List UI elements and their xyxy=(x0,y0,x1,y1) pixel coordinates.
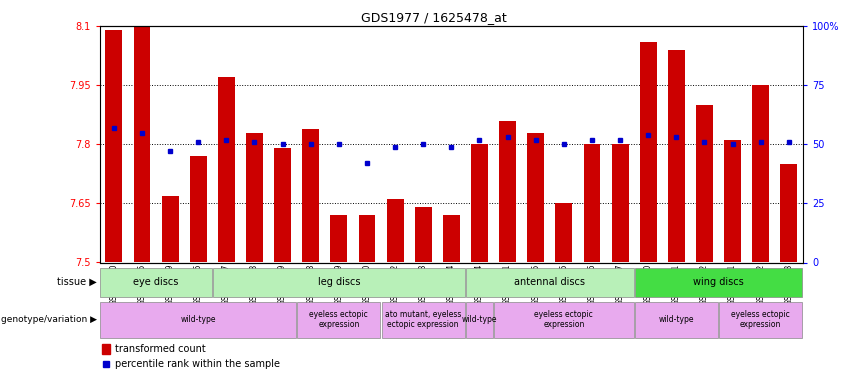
Text: wild-type: wild-type xyxy=(181,315,216,324)
Bar xyxy=(358,215,376,262)
Bar xyxy=(246,132,263,262)
Bar xyxy=(134,26,150,262)
Bar xyxy=(780,164,798,262)
Bar xyxy=(527,132,544,262)
Bar xyxy=(612,144,628,262)
Bar xyxy=(302,129,319,262)
Bar xyxy=(331,215,347,262)
FancyBboxPatch shape xyxy=(382,302,465,338)
Bar xyxy=(583,144,601,262)
FancyBboxPatch shape xyxy=(635,268,802,297)
Bar xyxy=(274,148,291,262)
Text: eyeless ectopic
expression: eyeless ectopic expression xyxy=(310,310,368,329)
Bar xyxy=(443,215,460,262)
Bar xyxy=(640,42,657,262)
Text: tissue ▶: tissue ▶ xyxy=(57,277,97,287)
Bar xyxy=(415,207,431,262)
Text: genotype/variation ▶: genotype/variation ▶ xyxy=(1,315,97,324)
Bar xyxy=(161,195,179,262)
Text: ato mutant, eyeless
ectopic expression: ato mutant, eyeless ectopic expression xyxy=(385,310,462,329)
Text: eyeless ectopic
expression: eyeless ectopic expression xyxy=(535,310,593,329)
FancyBboxPatch shape xyxy=(466,268,634,297)
Text: antennal discs: antennal discs xyxy=(515,277,585,287)
Text: eyeless ectopic
expression: eyeless ectopic expression xyxy=(732,310,790,329)
Text: wild-type: wild-type xyxy=(462,315,497,324)
Bar xyxy=(105,30,122,262)
FancyBboxPatch shape xyxy=(213,268,465,297)
Bar xyxy=(471,144,488,262)
Bar xyxy=(499,121,516,262)
Text: wild-type: wild-type xyxy=(659,315,694,324)
FancyBboxPatch shape xyxy=(494,302,634,338)
Bar xyxy=(667,50,685,262)
FancyBboxPatch shape xyxy=(719,302,802,338)
FancyBboxPatch shape xyxy=(101,302,296,338)
Bar xyxy=(556,203,572,262)
Bar xyxy=(386,200,404,262)
Text: wing discs: wing discs xyxy=(694,277,744,287)
Bar xyxy=(102,344,110,354)
Text: eye discs: eye discs xyxy=(134,277,179,287)
Text: GDS1977 / 1625478_at: GDS1977 / 1625478_at xyxy=(361,11,507,24)
FancyBboxPatch shape xyxy=(466,302,493,338)
Bar xyxy=(190,156,207,262)
Bar xyxy=(218,77,235,262)
Text: transformed count: transformed count xyxy=(115,344,206,354)
Bar xyxy=(696,105,713,262)
Text: leg discs: leg discs xyxy=(318,277,360,287)
Text: percentile rank within the sample: percentile rank within the sample xyxy=(115,359,279,369)
Bar xyxy=(724,140,741,262)
FancyBboxPatch shape xyxy=(297,302,380,338)
FancyBboxPatch shape xyxy=(635,302,718,338)
Bar xyxy=(753,85,769,262)
FancyBboxPatch shape xyxy=(101,268,212,297)
